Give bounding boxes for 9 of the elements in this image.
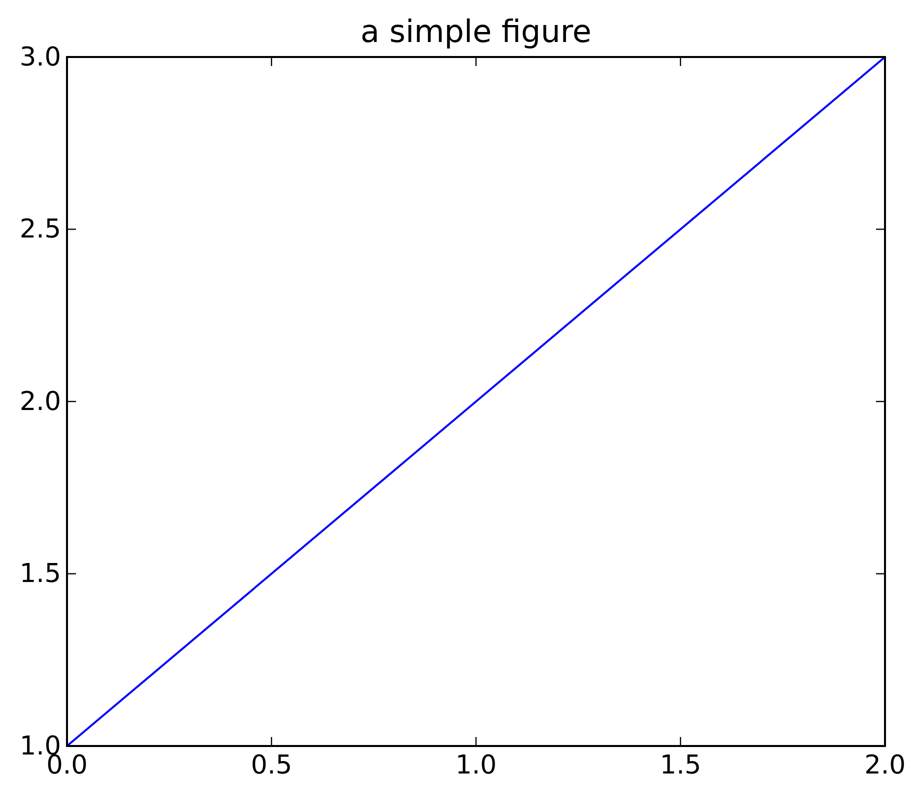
x-tick-label: 2.0: [864, 750, 906, 780]
x-tick-label: 1.5: [660, 750, 702, 780]
y-tick-label: 3.0: [20, 42, 61, 72]
x-tick-label: 0.5: [250, 750, 292, 780]
x-tick-label: 1.0: [455, 750, 497, 780]
y-tick-label: 2.5: [20, 214, 61, 245]
y-tick-label: 2.0: [20, 386, 61, 417]
y-tick-label: 1.5: [20, 559, 61, 590]
chart-title: a simple figure: [360, 14, 592, 50]
